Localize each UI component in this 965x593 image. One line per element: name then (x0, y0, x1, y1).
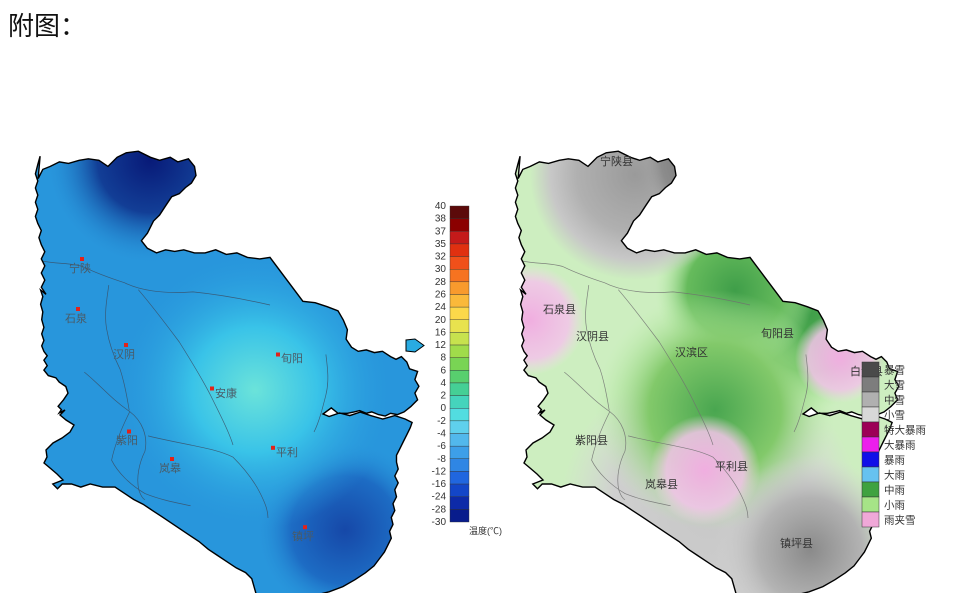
svg-text:暴雪: 暴雪 (884, 365, 905, 377)
svg-text:暴雨: 暴雨 (884, 455, 905, 467)
svg-text:26: 26 (435, 290, 447, 301)
svg-text:28: 28 (435, 277, 447, 288)
svg-text:小雨: 小雨 (884, 500, 905, 512)
svg-text:温度(℃): 温度(℃) (469, 525, 502, 536)
svg-text:大雪: 大雪 (884, 379, 905, 392)
svg-text:-8: -8 (437, 454, 446, 465)
svg-text:35: 35 (435, 239, 447, 250)
svg-text:-6: -6 (437, 441, 446, 452)
svg-text:24: 24 (435, 302, 447, 313)
svg-text:16: 16 (435, 327, 447, 338)
svg-text:-2: -2 (437, 416, 446, 427)
svg-text:6: 6 (440, 365, 446, 376)
svg-text:-28: -28 (432, 504, 447, 515)
svg-text:32: 32 (435, 252, 447, 263)
svg-text:-4: -4 (437, 429, 446, 440)
svg-text:38: 38 (435, 214, 447, 225)
svg-text:大雨: 大雨 (884, 469, 905, 482)
svg-text:中雨: 中雨 (884, 484, 905, 497)
svg-text:2: 2 (440, 391, 446, 402)
svg-text:雨夹雪: 雨夹雪 (884, 514, 916, 527)
svg-text:12: 12 (435, 340, 447, 351)
svg-text:8: 8 (440, 353, 446, 364)
svg-text:特大暴雨: 特大暴雨 (884, 424, 926, 437)
svg-text:小雪: 小雪 (884, 410, 905, 422)
svg-text:30: 30 (435, 264, 447, 275)
svg-text:-30: -30 (432, 517, 447, 528)
svg-text:-12: -12 (432, 466, 447, 477)
svg-text:0: 0 (440, 403, 446, 414)
svg-text:-16: -16 (432, 479, 447, 490)
svg-text:4: 4 (440, 378, 446, 389)
svg-text:40: 40 (435, 201, 447, 212)
svg-text:20: 20 (435, 315, 447, 326)
svg-text:中雪: 中雪 (884, 394, 905, 407)
svg-text:大暴雨: 大暴雨 (884, 439, 916, 452)
svg-text:37: 37 (435, 226, 447, 237)
svg-text:-24: -24 (432, 492, 447, 503)
